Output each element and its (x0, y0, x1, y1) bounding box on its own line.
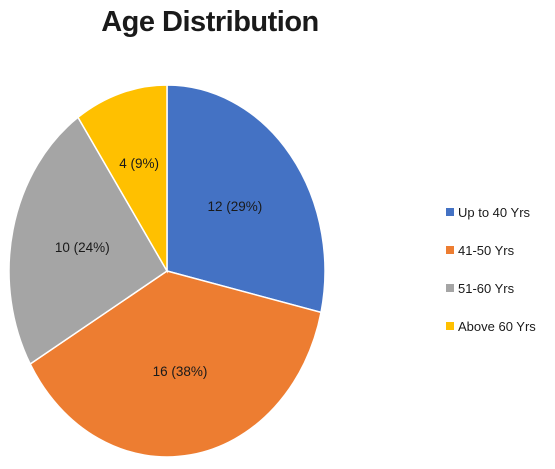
pie-slice-51-60 (8, 116, 168, 366)
data-label-up-to-40: 12 (29%) (208, 199, 263, 214)
legend-swatch-above-60 (446, 322, 454, 330)
data-label-above-60: 4 (9%) (119, 156, 159, 171)
pie-slice-above-60 (77, 84, 168, 274)
legend-label-51-60: 51-60 Yrs (458, 280, 515, 296)
chart-title: Age Distribution (101, 6, 319, 38)
legend-swatch-41-50 (446, 246, 454, 254)
data-label-41-50: 16 (38%) (153, 364, 208, 379)
legend-item-41-50: 41-50 Yrs (446, 242, 536, 258)
data-label-51-60: 10 (24%) (55, 240, 110, 255)
legend-label-41-50: 41-50 Yrs (458, 242, 515, 258)
legend-swatch-51-60 (446, 284, 454, 292)
legend: Up to 40 Yrs 41-50 Yrs 51-60 Yrs Above 6… (446, 204, 536, 356)
legend-item-51-60: 51-60 Yrs (446, 280, 536, 296)
legend-item-up-to-40: Up to 40 Yrs (446, 204, 536, 220)
pie-slice-up-to-40 (166, 84, 326, 314)
legend-item-above-60: Above 60 Yrs (446, 318, 536, 334)
legend-swatch-up-to-40 (446, 208, 454, 216)
pie-slice-41-50 (29, 270, 322, 458)
legend-label-up-to-40: Up to 40 Yrs (458, 204, 531, 220)
legend-label-above-60: Above 60 Yrs (458, 318, 536, 334)
